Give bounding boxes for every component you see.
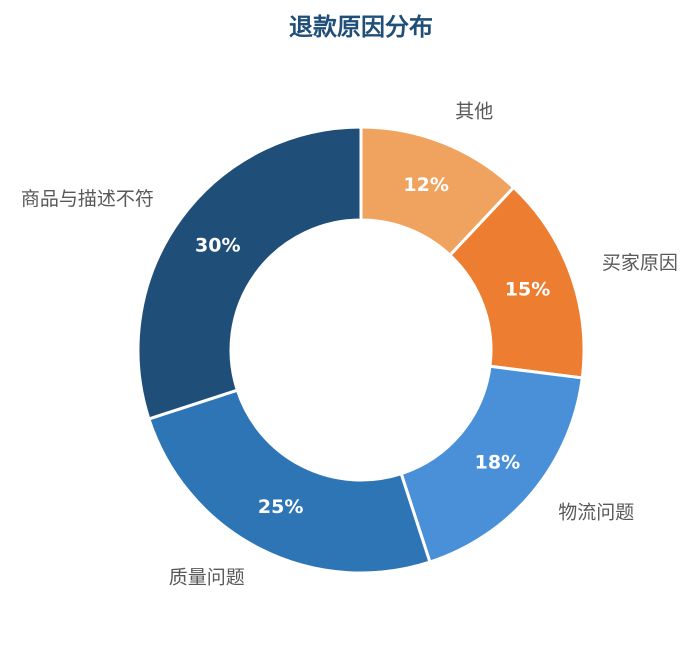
donut-slice: [136, 125, 363, 421]
value-label: 15%: [505, 279, 550, 301]
value-label: 25%: [258, 496, 303, 518]
donut-slice: [399, 364, 584, 564]
value-label: 12%: [403, 174, 448, 196]
chart-title: 退款原因分布: [289, 13, 433, 41]
value-label: 18%: [475, 451, 520, 473]
category-label: 买家原因: [602, 252, 678, 274]
category-label: 商品与描述不符: [21, 188, 154, 210]
category-label: 质量问题: [169, 567, 245, 589]
value-label: 30%: [195, 234, 240, 256]
category-label: 物流问题: [558, 502, 634, 524]
category-label: 其他: [455, 100, 493, 122]
donut-slice: [147, 388, 432, 575]
